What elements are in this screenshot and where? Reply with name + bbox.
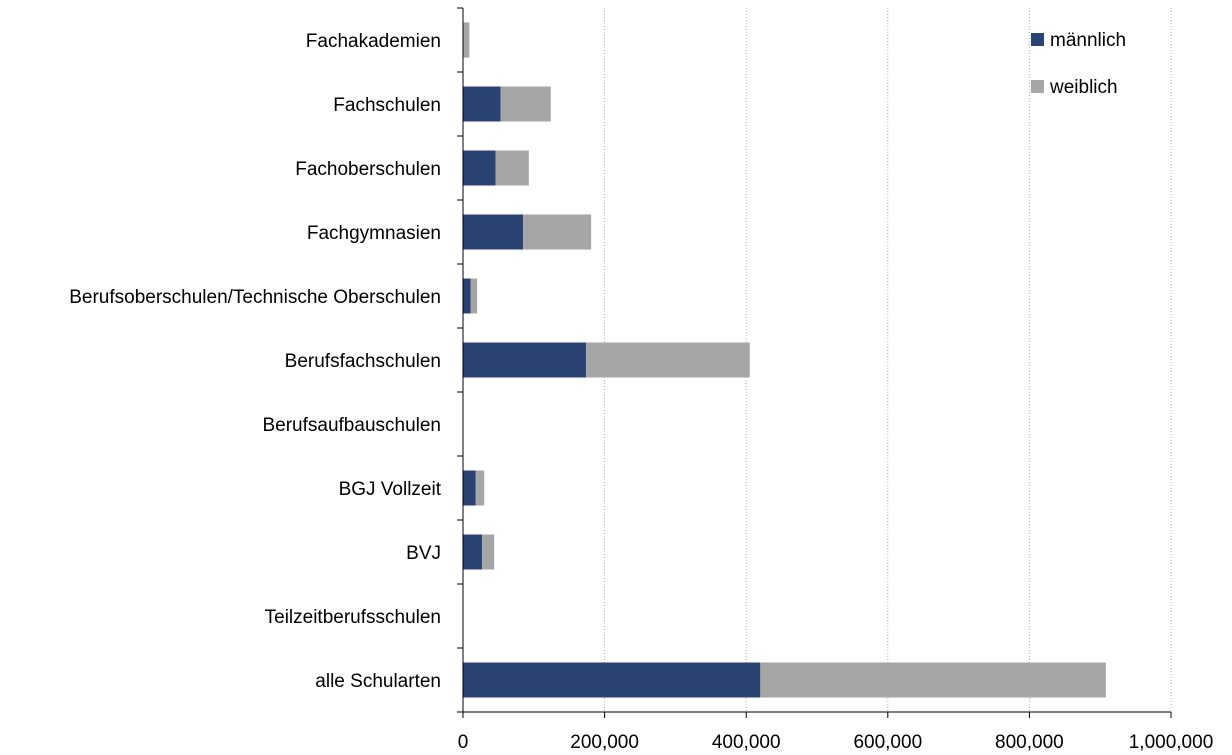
bar-segment-maennlich [463, 470, 476, 506]
bar-segment-weiblich [475, 470, 485, 506]
category-label: Fachschulen [333, 95, 441, 116]
category-label: alle Schularten [315, 671, 441, 692]
legend-label: männlich [1050, 30, 1126, 51]
bar-segment-maennlich [463, 214, 524, 250]
bar-segment-maennlich [463, 342, 587, 378]
bar-segment-maennlich [463, 278, 471, 314]
bar-segment-weiblich [495, 150, 529, 186]
bar-segment-weiblich [470, 278, 478, 314]
bar-segment-maennlich [463, 662, 761, 698]
axes [457, 7, 1172, 718]
bar-segment-weiblich [586, 342, 750, 378]
legend-label: weiblich [1049, 77, 1118, 98]
category-label: Fachakademien [306, 31, 441, 52]
category-label: Fachoberschulen [295, 159, 441, 180]
legend-swatch [1031, 33, 1044, 46]
category-label: Berufsoberschulen/Technische Oberschulen [69, 287, 441, 308]
x-tick-label: 800,000 [995, 732, 1064, 753]
category-label: Berufsfachschulen [285, 351, 441, 372]
x-tick-label: 600,000 [853, 732, 922, 753]
category-label: Berufsaufbauschulen [262, 415, 441, 436]
category-label: BGJ Vollzeit [339, 479, 442, 500]
x-tick-label: 0 [458, 732, 469, 753]
x-tick-label: 400,000 [712, 732, 781, 753]
bar-segment-weiblich [760, 662, 1106, 698]
bar-segment-weiblich [500, 86, 551, 122]
category-label: Fachgymnasien [307, 223, 441, 244]
bar-segment-weiblich [463, 22, 470, 58]
bars [463, 22, 1106, 698]
category-label: Teilzeitberufsschulen [265, 607, 441, 628]
category-label: BVJ [406, 543, 441, 564]
bar-segment-maennlich [463, 86, 501, 122]
bar-segment-maennlich [463, 534, 483, 570]
bar-segment-maennlich [463, 150, 496, 186]
x-tick-label: 1,000,000 [1129, 732, 1214, 753]
legend: männlich weiblich [1031, 30, 1126, 98]
bar-segment-weiblich [523, 214, 592, 250]
x-tick-labels: 0 200,000 400,000 600,000 800,000 1,000,000 [458, 732, 1214, 753]
legend-swatch [1031, 80, 1044, 93]
x-tick-label: 200,000 [570, 732, 639, 753]
bar-segment-weiblich [482, 534, 495, 570]
category-labels: Fachakademien Fachschulen Fachoberschulen F… [69, 31, 441, 692]
